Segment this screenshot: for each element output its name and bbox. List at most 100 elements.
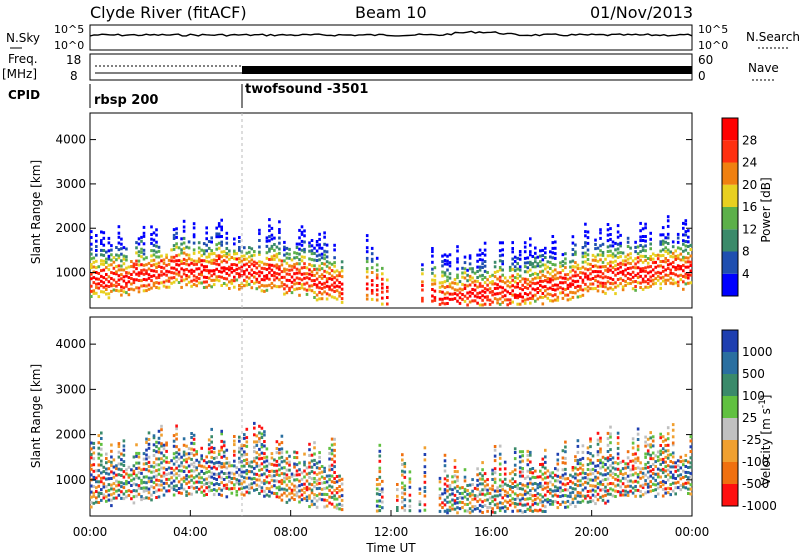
heatmap-cell [651,274,655,278]
heatmap-cell [295,267,299,271]
heatmap-cell [453,501,457,505]
heatmap-cell [132,288,136,292]
heatmap-cell [140,235,143,239]
heatmap-cell [639,490,642,493]
heatmap-cell [305,288,309,292]
heatmap-cell [205,243,208,247]
heatmap-cell [243,272,246,276]
heatmap-cell [604,291,607,295]
heatmap-cell [523,277,527,281]
heatmap-cell [295,246,299,249]
heatmap-cell [564,494,567,497]
heatmap-cell [441,297,444,301]
heatmap-cell [506,284,509,288]
heatmap-cell [305,499,309,502]
heatmap-cell [531,509,535,513]
heatmap-cell [290,264,294,268]
heatmap-cell [639,235,642,239]
heatmap-cell [375,298,379,302]
heatmap-cell [381,506,384,510]
heatmap-cell [300,255,304,259]
heatmap-cell [481,298,484,302]
heatmap-cell [666,273,670,277]
heatmap-cell [544,251,547,255]
heatmap-cell [157,245,161,249]
heatmap-cell [308,272,311,276]
heatmap-cell [250,460,254,464]
power-colorbar-tick: 28 [742,133,757,147]
heatmap-cell [278,228,281,231]
heatmap-cell [556,479,560,483]
heatmap-cell [100,242,103,245]
heatmap-cell [541,495,545,499]
heatmap-cell [157,450,161,454]
heatmap-cell [566,505,570,509]
heatmap-cell [325,270,329,274]
heatmap-cell [182,268,186,272]
heatmap-cell [609,286,612,290]
heatmap-cell [498,275,502,279]
heatmap-cell [448,509,452,513]
heatmap-cell [162,447,166,451]
heatmap-cell [280,451,284,455]
heatmap-cell [278,447,281,451]
heatmap-cell [192,235,196,239]
heatmap-cell [295,456,299,460]
heatmap-cell [466,284,469,288]
heatmap-cell [473,505,477,508]
heatmap-cell [180,242,183,246]
heatmap-cell [147,455,151,459]
heatmap-cell [646,449,650,453]
heatmap-cell [175,476,178,480]
heatmap-cell [541,279,545,283]
heatmap-cell [473,494,477,498]
heatmap-cell [534,494,537,497]
heatmap-cell [619,472,622,475]
heatmap-cell [280,284,284,288]
heatmap-cell [629,489,632,493]
heatmap-cell [491,510,494,514]
heatmap-cell [521,483,524,487]
heatmap-cell [155,281,158,285]
heatmap-cell [516,267,519,271]
heatmap-cell [556,501,560,505]
heatmap-cell [579,458,582,462]
heatmap-cell [599,461,602,465]
heatmap-cell [634,273,637,277]
heatmap-cell [95,286,98,290]
heatmap-cell [591,499,595,503]
heatmap-cell [669,281,672,285]
heatmap-cell [165,441,168,445]
heatmap-cell [105,284,108,288]
heatmap-cell [120,289,123,292]
heatmap-cell [233,257,236,261]
x-tick-label: 20:00 [574,525,609,539]
heatmap-cell [320,475,324,479]
heatmap-cell [170,281,173,285]
heatmap-cell [250,470,254,474]
heatmap-cell [636,276,640,279]
heatmap-cell [210,269,213,273]
heatmap-cell [659,475,662,479]
heatmap-cell [280,493,284,497]
heatmap-cell [370,259,374,263]
heatmap-cell [217,246,221,250]
heatmap-cell [544,455,547,459]
heatmap-cell [584,244,587,248]
heatmap-cell [476,295,479,299]
heatmap-cell [443,262,447,266]
heatmap-cell [564,257,567,261]
heatmap-cell [303,486,306,490]
heatmap-cell [172,259,176,263]
heatmap-cell [117,467,121,471]
heatmap-cell [531,277,535,281]
heatmap-cell [666,478,670,482]
heatmap-cell [473,294,477,298]
heatmap-cell [529,296,532,300]
heatmap-cell [396,509,399,512]
heatmap-cell [516,302,519,306]
heatmap-cell [182,458,186,462]
heatmap-cell [508,479,512,483]
heatmap-cell [619,461,622,464]
heatmap-cell [165,449,168,453]
